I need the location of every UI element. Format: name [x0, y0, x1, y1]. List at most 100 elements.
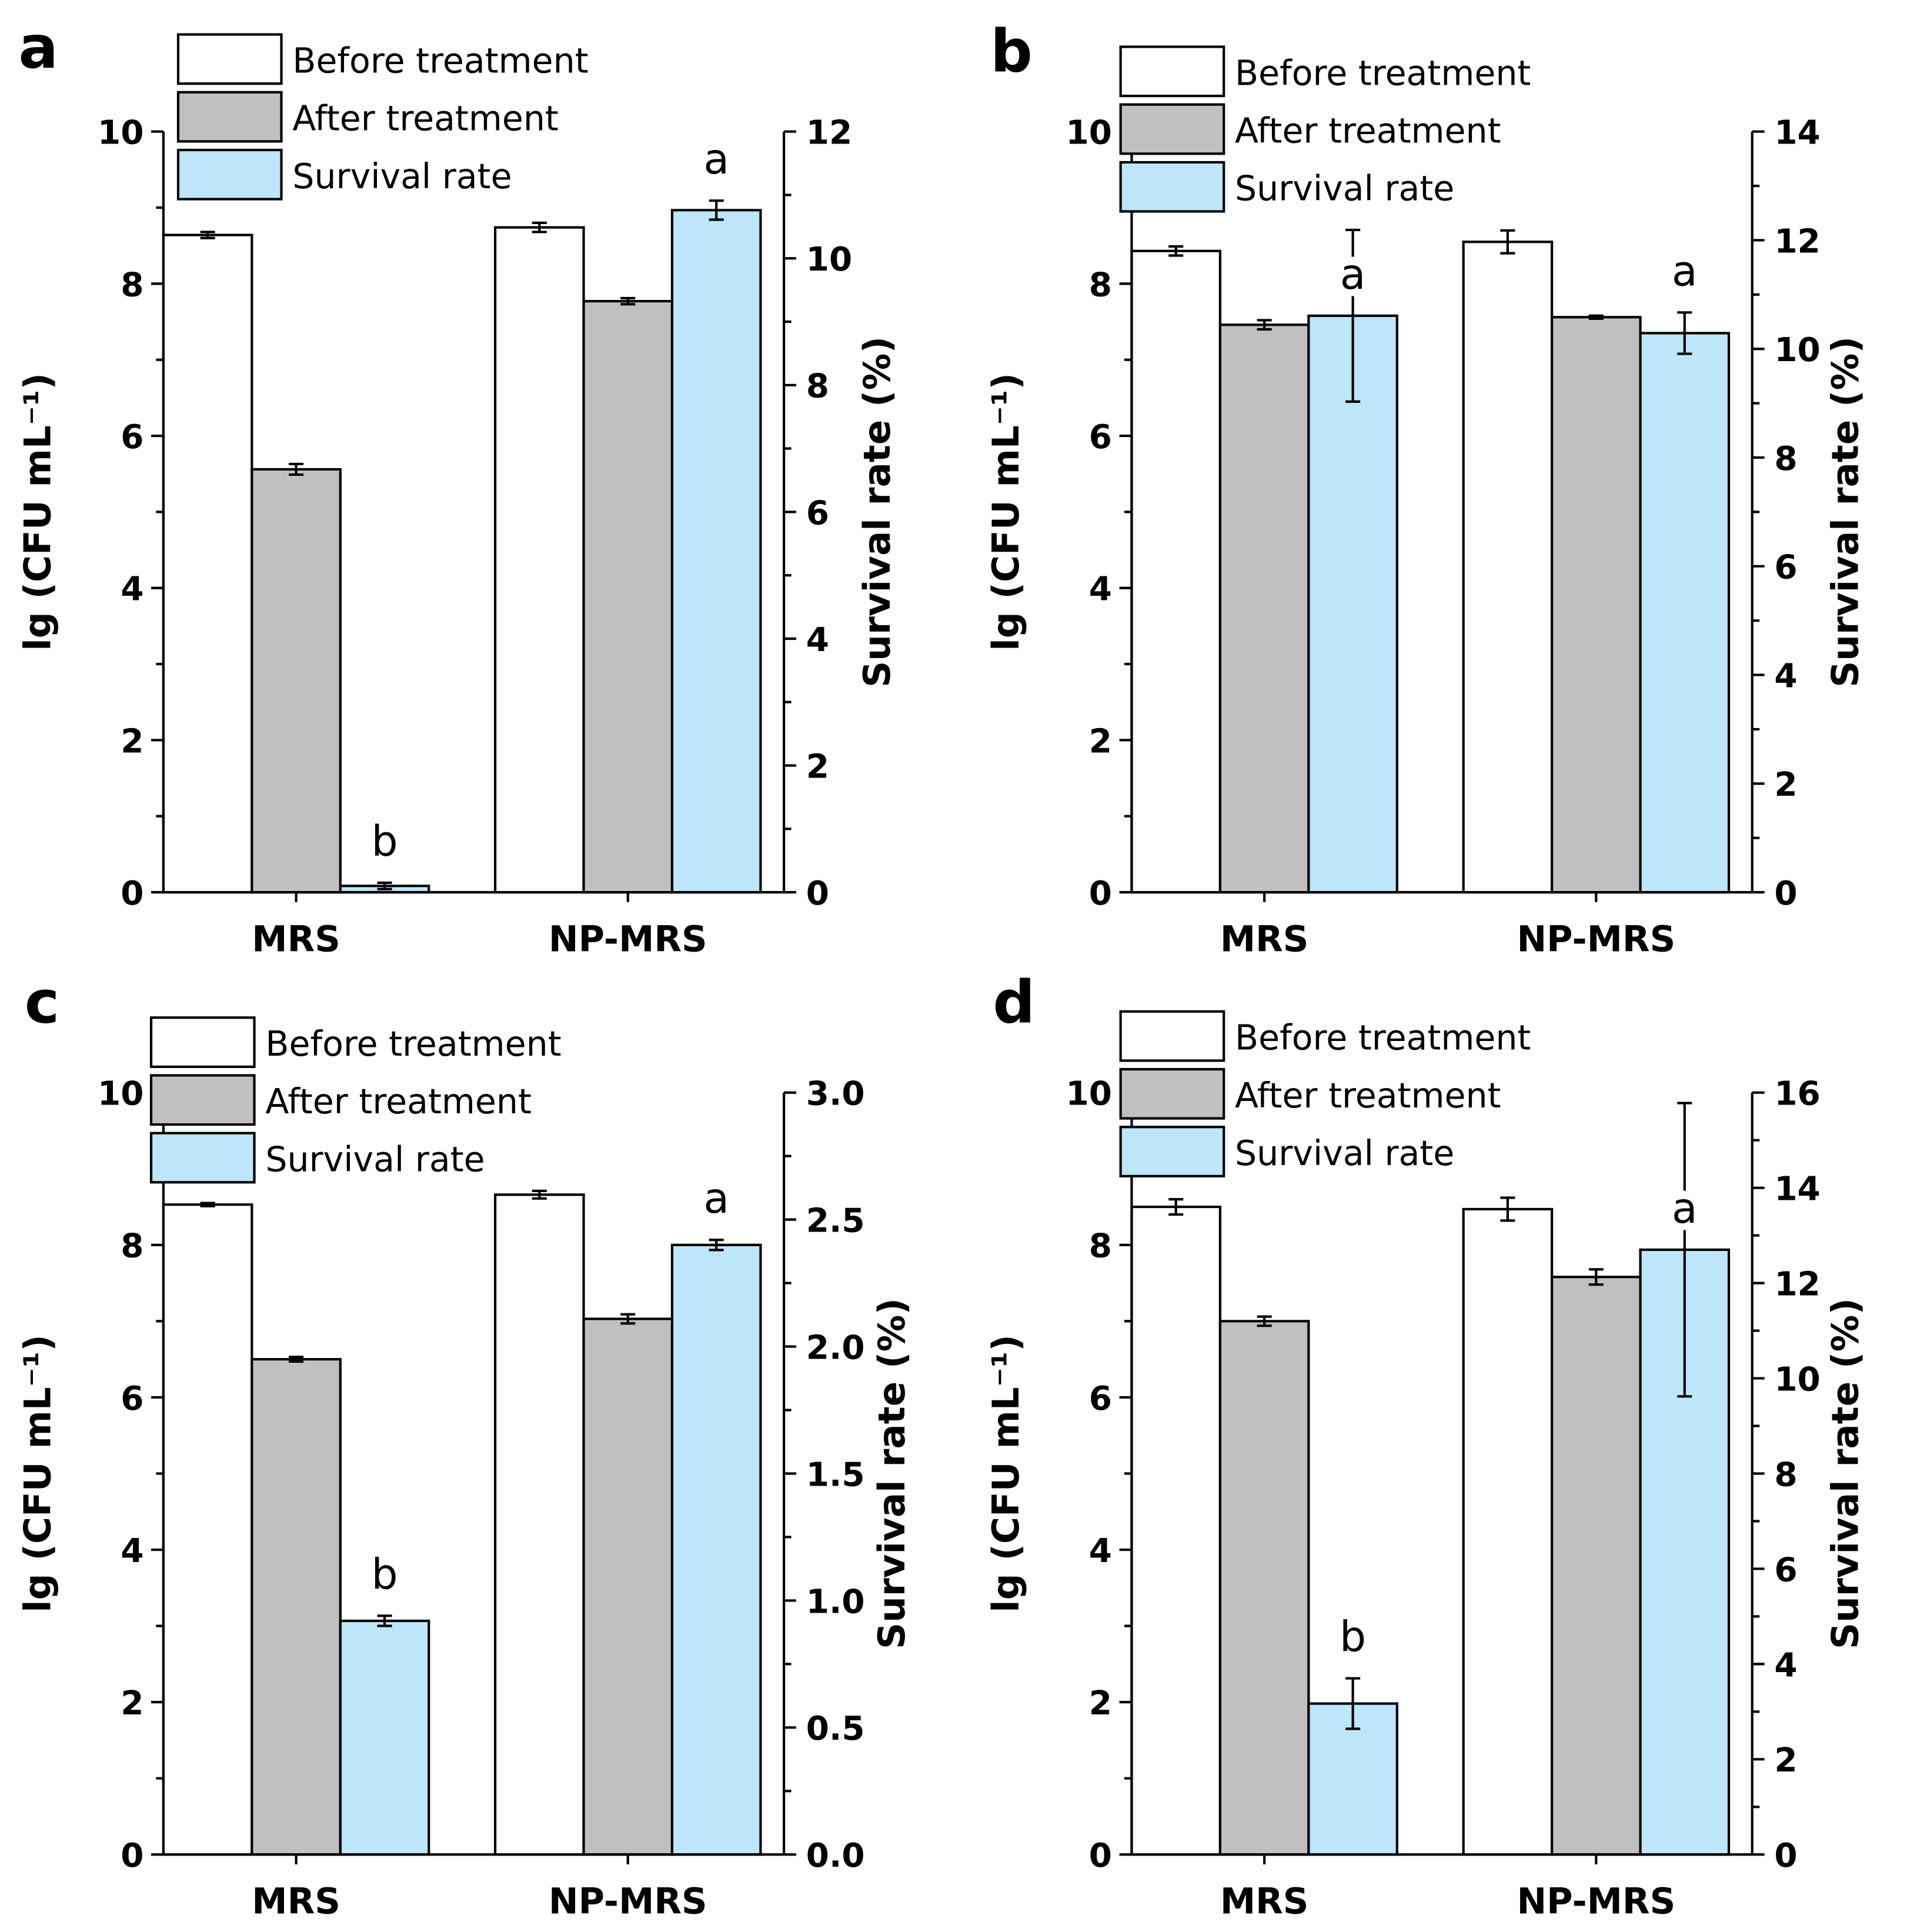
legend-swatch [1119, 161, 1225, 213]
legend-label: After treatment [265, 1082, 532, 1122]
left-tick-label: 4 [121, 570, 143, 609]
right-tick-label: 6 [1774, 549, 1797, 587]
right-tick-label: 12 [806, 114, 853, 152]
bar-survival-rate [670, 209, 762, 894]
right-tick-label: 2.0 [806, 1329, 865, 1367]
bar-before-treatment [162, 233, 253, 894]
legend-label: Before treatment [1235, 1018, 1531, 1058]
right-tick-label: 2 [1774, 1741, 1797, 1780]
left-tick-label: 6 [121, 1380, 143, 1418]
legend-swatch [1119, 1010, 1225, 1062]
legend-swatch [1119, 45, 1225, 98]
panel-letter: c [25, 968, 59, 1037]
left-tick-label: 10 [98, 1075, 144, 1113]
bar-before-treatment [162, 1203, 253, 1856]
significance-label-backing [1338, 256, 1368, 296]
legend-swatch [149, 1074, 256, 1126]
right-tick-label: 12 [1774, 222, 1820, 261]
left-tick-label: 0 [121, 1837, 143, 1875]
significance-label: a [703, 135, 729, 183]
legend-swatch [176, 148, 283, 201]
bar-after-treatment [1218, 323, 1310, 894]
right-tick-label: 1.5 [806, 1456, 865, 1494]
significance-label: a [1672, 246, 1698, 295]
right-axis-title: Survival rate (%) [870, 1298, 913, 1649]
right-tick-label: 10 [1774, 1360, 1820, 1399]
right-tick-label: 4 [1774, 1646, 1797, 1684]
left-tick-label: 8 [1089, 1227, 1112, 1266]
right-tick-label: 10 [1774, 331, 1820, 369]
left-tick-label: 10 [98, 114, 144, 152]
right-tick-label: 0 [1774, 875, 1797, 913]
bar-after-treatment [582, 300, 674, 894]
legend-swatch [149, 1132, 256, 1184]
right-tick-label: 6 [1774, 1551, 1797, 1589]
category-label: NP-MRS [549, 919, 707, 960]
bar-after-treatment [1551, 316, 1642, 894]
left-tick-label: 6 [121, 418, 143, 456]
legend-label: Survival rate [292, 156, 512, 196]
right-tick-label: 8 [1774, 1456, 1797, 1494]
right-tick-label: 16 [1774, 1075, 1820, 1113]
right-tick-label: 3.0 [806, 1075, 865, 1113]
right-tick-label: 8 [1774, 440, 1797, 478]
right-tick-label: 0.5 [806, 1710, 865, 1748]
panel-letter: a [18, 13, 58, 82]
left-tick-label: 2 [1089, 1684, 1112, 1723]
left-tick-label: 10 [1066, 1075, 1113, 1113]
legend-label: Before treatment [265, 1024, 561, 1064]
category-label: NP-MRS [1517, 919, 1675, 960]
right-tick-label: 4 [806, 621, 829, 659]
left-tick-label: 6 [1089, 1380, 1112, 1418]
significance-label: a [1340, 250, 1366, 299]
legend-label: Survival rate [1235, 1133, 1454, 1173]
bar-after-treatment [1551, 1276, 1642, 1856]
legend-label: Survival rate [1235, 169, 1454, 209]
bar-before-treatment [494, 226, 585, 894]
left-tick-label: 2 [121, 722, 143, 760]
right-tick-label: 2.5 [806, 1202, 865, 1240]
left-axis-title: lg (CFU mL⁻¹) [16, 373, 59, 651]
category-label: MRS [1220, 919, 1309, 960]
left-tick-label: 2 [121, 1684, 143, 1723]
right-tick-label: 14 [1774, 114, 1820, 152]
left-tick-label: 4 [1089, 570, 1112, 609]
right-tick-label: 0.0 [806, 1837, 865, 1875]
left-tick-label: 6 [1089, 418, 1112, 456]
left-tick-label: 4 [121, 1532, 143, 1570]
right-tick-label: 8 [806, 368, 829, 406]
category-label: MRS [252, 1881, 340, 1923]
left-tick-label: 2 [1089, 722, 1112, 760]
bar-survival-rate [670, 1243, 762, 1856]
panel-c: c b a 0 2 4 6 8 10 0.0 0.5 1.0 1.5 2.0 2.5 3.0 MRS NP-MRS… [16, 968, 913, 1923]
right-axis-title: Survival rate (%) [1823, 336, 1866, 688]
category-label: MRS [1220, 1881, 1309, 1923]
significance-label: b [371, 817, 398, 866]
significance-label-backing [1669, 1190, 1699, 1230]
panel-d: d b a 0 2 4 6 8 10 0 2 4 6 8 10 12 14 16 MRS NP-MRS lg (CFU … [984, 968, 1866, 1923]
bar-before-treatment [1462, 1207, 1554, 1856]
legend-swatch [149, 1016, 256, 1068]
left-axis-title: lg (CFU mL⁻¹) [16, 1334, 59, 1613]
right-tick-label: 0 [806, 875, 829, 913]
right-axis-title: Survival rate (%) [856, 336, 899, 688]
bar-after-treatment [1218, 1320, 1310, 1856]
legend-label: Survival rate [265, 1139, 485, 1179]
legend-swatch [176, 33, 283, 85]
left-tick-label: 4 [1089, 1532, 1112, 1570]
category-label: NP-MRS [1517, 1881, 1675, 1923]
legend-swatch [1119, 103, 1225, 155]
legend-swatch [176, 91, 283, 143]
bar-before-treatment [1462, 241, 1554, 894]
right-tick-label: 2 [806, 748, 829, 786]
significance-label: a [703, 1174, 729, 1223]
legend-label: After treatment [292, 99, 559, 139]
legend-label: Before treatment [1235, 53, 1531, 93]
bar-before-treatment [494, 1193, 585, 1856]
bar-after-treatment [582, 1317, 674, 1856]
right-tick-label: 1.0 [806, 1583, 865, 1621]
bar-survival-rate [339, 1619, 430, 1856]
significance-label: b [371, 1550, 398, 1599]
right-tick-label: 12 [1774, 1266, 1820, 1304]
